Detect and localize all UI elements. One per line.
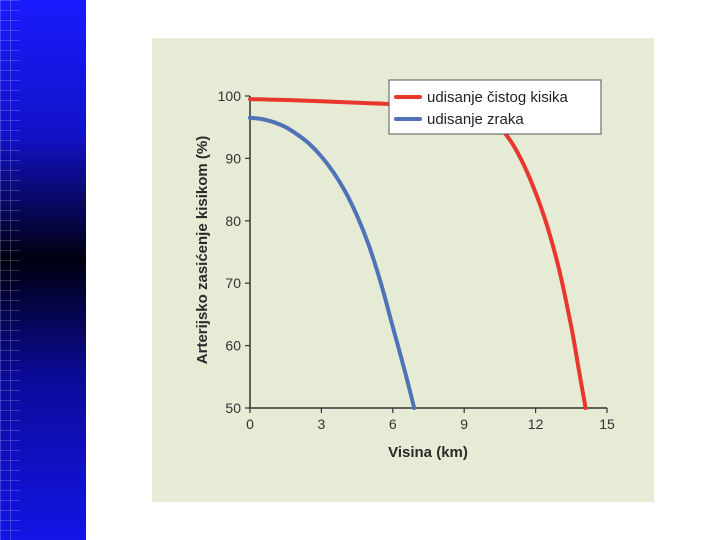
x-tick-label: 6 [389, 416, 397, 432]
y-tick-label: 50 [225, 400, 241, 416]
legend-label-1: udisanje čistog kisika [427, 89, 569, 106]
y-tick-label: 90 [225, 150, 241, 166]
y-axis-label: Arterijsko zasićenje kisikom (%) [194, 136, 211, 364]
x-tick-label: 12 [528, 416, 544, 432]
x-tick-label: 9 [460, 416, 468, 432]
x-tick-label: 15 [599, 416, 615, 432]
legend-box [388, 79, 602, 135]
y-tick-label: 60 [225, 338, 241, 354]
y-tick-label: 70 [225, 275, 241, 291]
slide-sidebar-decoration [0, 0, 86, 540]
y-tick-label: 80 [225, 213, 241, 229]
chart-figure: 0 3 6 9 12 15 50 60 70 80 90 100 udisanje čistog ki… [152, 38, 654, 502]
x-tick-label: 3 [318, 416, 326, 432]
x-axis-label: Visina (km) [388, 444, 468, 461]
sidebar-grid-pattern [0, 0, 20, 540]
x-tick-label: 0 [246, 416, 254, 432]
series-line-1 [248, 97, 588, 410]
series-line-2 [248, 115, 417, 410]
legend-label-2: udisanje zraka [427, 111, 524, 128]
y-tick-label: 100 [218, 88, 242, 104]
chart-canvas: 0 3 6 9 12 15 50 60 70 80 90 100 udisanje čistog ki… [194, 79, 615, 461]
